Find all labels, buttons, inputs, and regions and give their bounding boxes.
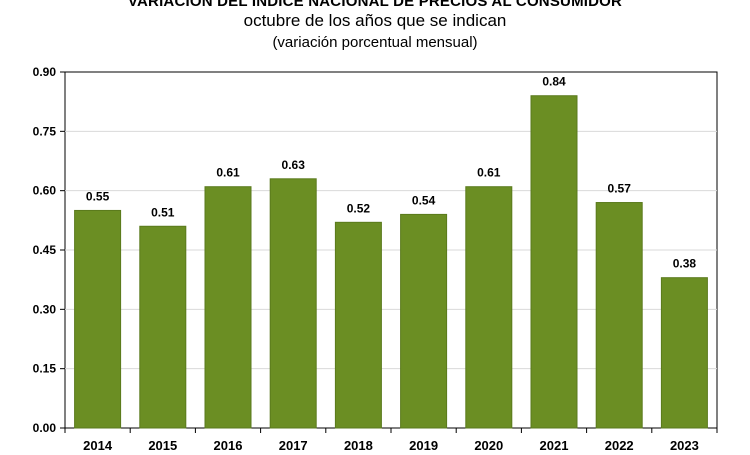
y-tick-label: 0.75 (33, 124, 57, 138)
data-label-2022: 0.57 (608, 182, 632, 196)
data-label-2015: 0.51 (151, 205, 175, 219)
bar-2022 (595, 202, 643, 429)
x-tick-label-2017: 2017 (279, 438, 308, 450)
bar-2023 (660, 277, 708, 429)
y-tick-label: 0.60 (33, 184, 57, 198)
y-axis: 0.00 0.15 0.30 0.45 0.60 0.75 0.90 (33, 65, 65, 435)
data-label-2016: 0.61 (216, 166, 240, 180)
x-axis: 2014 2015 2016 2017 2018 2019 2020 2021 2022 2023 (64, 428, 718, 453)
data-label-2017: 0.63 (282, 158, 306, 172)
bar-2020 (465, 186, 513, 429)
y-tick-label: 0.30 (33, 302, 57, 316)
y-tick-label: 0.15 (33, 362, 57, 376)
x-tick-label-2015: 2015 (148, 438, 177, 450)
y-tick-label: 0.45 (33, 243, 57, 257)
bar-2017 (269, 178, 317, 429)
x-tick-label-2021: 2021 (540, 438, 569, 450)
data-label-2014: 0.55 (86, 189, 110, 203)
bar-2014 (74, 209, 122, 429)
data-labels: 0.55 0.51 0.61 0.63 0.52 0.54 0.61 0.84 0.57 0.38 (86, 75, 696, 271)
data-label-2023: 0.38 (673, 257, 697, 271)
bar-2019 (400, 213, 448, 429)
x-tick-label-2014: 2014 (83, 438, 113, 450)
data-label-2021: 0.84 (542, 75, 566, 89)
x-tick-label-2016: 2016 (214, 438, 243, 450)
bar-2021 (530, 95, 578, 429)
bars (74, 95, 708, 429)
x-tick-label-2022: 2022 (605, 438, 634, 450)
x-tick-label-2018: 2018 (344, 438, 373, 450)
data-label-2019: 0.54 (412, 193, 436, 207)
y-tick-label: 0.00 (33, 421, 57, 435)
x-tick-label-2019: 2019 (409, 438, 438, 450)
data-label-2018: 0.52 (347, 201, 371, 215)
chart-note: (variación porcentual mensual) (272, 34, 478, 51)
x-tick-label-2020: 2020 (474, 438, 503, 450)
bar-2018 (334, 221, 382, 429)
x-tick-label-2023: 2023 (670, 438, 699, 450)
data-label-2020: 0.61 (477, 166, 501, 180)
y-tick-label: 0.90 (33, 65, 57, 79)
chart-subtitle: octubre de los años que se indican (243, 11, 507, 30)
chart-title: VARIACIÓN DEL ÍNDICE NACIONAL DE PRECIOS… (127, 0, 623, 10)
bar-2016 (204, 186, 252, 429)
bar-2015 (139, 225, 187, 429)
